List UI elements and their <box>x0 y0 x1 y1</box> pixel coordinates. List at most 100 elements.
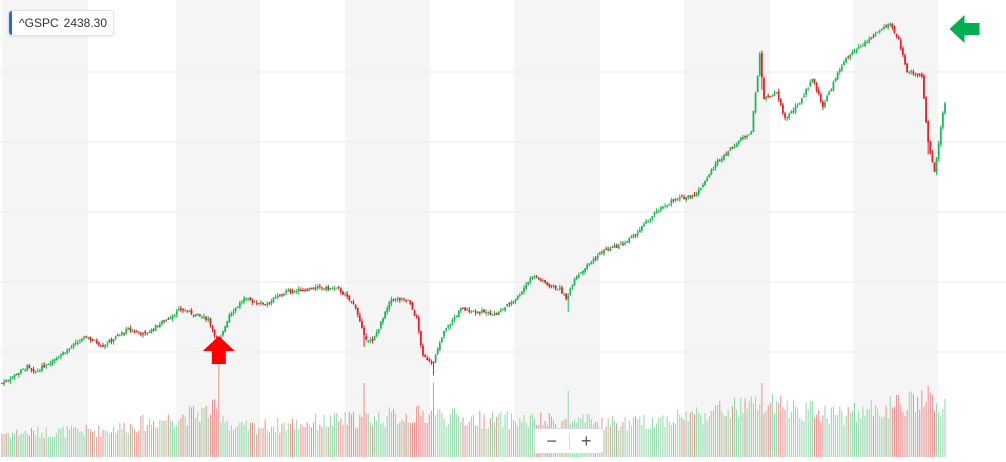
candle-body <box>451 320 454 324</box>
candle-body <box>773 92 776 97</box>
candle-body <box>281 294 283 296</box>
candle-body <box>796 104 799 106</box>
candle-body <box>106 343 109 345</box>
candle-body <box>22 368 24 370</box>
candle-body <box>487 311 490 313</box>
candle-body <box>862 45 864 47</box>
candle-body <box>607 248 610 251</box>
candle-body <box>114 336 117 339</box>
candle-body <box>102 345 104 347</box>
candle-body <box>236 306 239 308</box>
candle-body <box>327 286 330 290</box>
candle-body <box>735 143 738 148</box>
candle-body <box>676 198 679 200</box>
candle-body <box>289 289 292 293</box>
candle-body <box>152 329 155 331</box>
candle-body <box>112 339 115 342</box>
candle-body <box>466 308 469 311</box>
candle-body <box>194 314 197 317</box>
candle-body <box>38 370 41 372</box>
candle-body <box>657 211 660 213</box>
candle-body <box>262 302 264 305</box>
candle-body <box>209 318 212 326</box>
candle-body <box>293 290 296 292</box>
candle-body <box>805 89 807 95</box>
candle-body <box>97 342 100 345</box>
candle-body <box>617 244 620 249</box>
candle-body <box>784 113 786 118</box>
candle-body <box>643 224 645 227</box>
candle-body <box>720 158 723 161</box>
candle-body <box>887 24 890 28</box>
candle-body <box>476 311 479 314</box>
candle-body <box>733 146 736 148</box>
candle-body <box>868 39 871 42</box>
candle-body <box>133 331 136 333</box>
candle-body <box>792 110 795 113</box>
candle-body <box>255 302 258 304</box>
candle-body <box>739 137 742 142</box>
candle-body <box>333 288 336 290</box>
candle-body <box>472 310 475 312</box>
candle-body <box>666 205 669 207</box>
candle-body <box>121 332 123 335</box>
candle-body <box>558 287 561 290</box>
candle-body <box>771 95 774 97</box>
candle-body <box>636 232 639 236</box>
candle-body <box>1 383 3 385</box>
period-bands <box>2 0 938 457</box>
candle-body <box>910 70 913 72</box>
candle-body <box>274 296 277 298</box>
zoom-in-button[interactable]: + <box>580 431 592 451</box>
candle-body <box>295 290 298 292</box>
candle-body <box>918 74 921 76</box>
candle-body <box>432 362 435 364</box>
candle-body <box>489 312 492 315</box>
candle-body <box>15 374 18 376</box>
candle-body <box>230 313 233 316</box>
candle-body <box>137 331 140 333</box>
candle-body <box>302 290 304 292</box>
candle-body <box>234 307 237 312</box>
candle-body <box>377 329 380 333</box>
candle-body <box>571 284 574 288</box>
candle-body <box>765 96 767 100</box>
candle-body <box>864 42 866 46</box>
candle-body <box>499 310 502 312</box>
candle-body <box>93 339 96 341</box>
candle-body <box>297 288 300 292</box>
annotation-arrows <box>202 15 980 364</box>
ticker-value: 2438.30 <box>63 16 108 30</box>
candle-body <box>683 197 685 200</box>
candle-body <box>699 188 702 191</box>
candle-body <box>125 329 128 334</box>
candle-body <box>243 298 245 303</box>
candle-body <box>64 352 67 354</box>
candle-body <box>878 30 881 32</box>
candle-body <box>916 73 919 76</box>
candle-body <box>411 302 414 310</box>
candle-body <box>173 315 176 317</box>
candle-body <box>843 62 845 66</box>
candle-body <box>384 311 386 319</box>
candle-body <box>66 349 69 353</box>
candle-body <box>931 152 934 163</box>
candle-body <box>156 325 159 327</box>
candle-body <box>670 200 673 204</box>
candle-body <box>375 332 378 337</box>
candle-body <box>539 279 542 281</box>
candle-body <box>840 66 843 71</box>
candle-body <box>171 315 174 320</box>
candle-body <box>53 359 56 361</box>
candle-body <box>906 63 909 73</box>
candle-body <box>838 69 841 73</box>
zoom-out-button[interactable]: − <box>546 431 557 451</box>
candle-body <box>889 23 892 26</box>
candle-body <box>651 215 654 219</box>
candle-body <box>438 342 441 351</box>
zoom-control[interactable]: − + <box>534 428 604 454</box>
candle-body <box>339 288 342 293</box>
candle-body <box>312 288 315 290</box>
ticker-badge[interactable]: ^GSPC 2438.30 <box>8 10 115 36</box>
candle-body <box>175 311 178 316</box>
